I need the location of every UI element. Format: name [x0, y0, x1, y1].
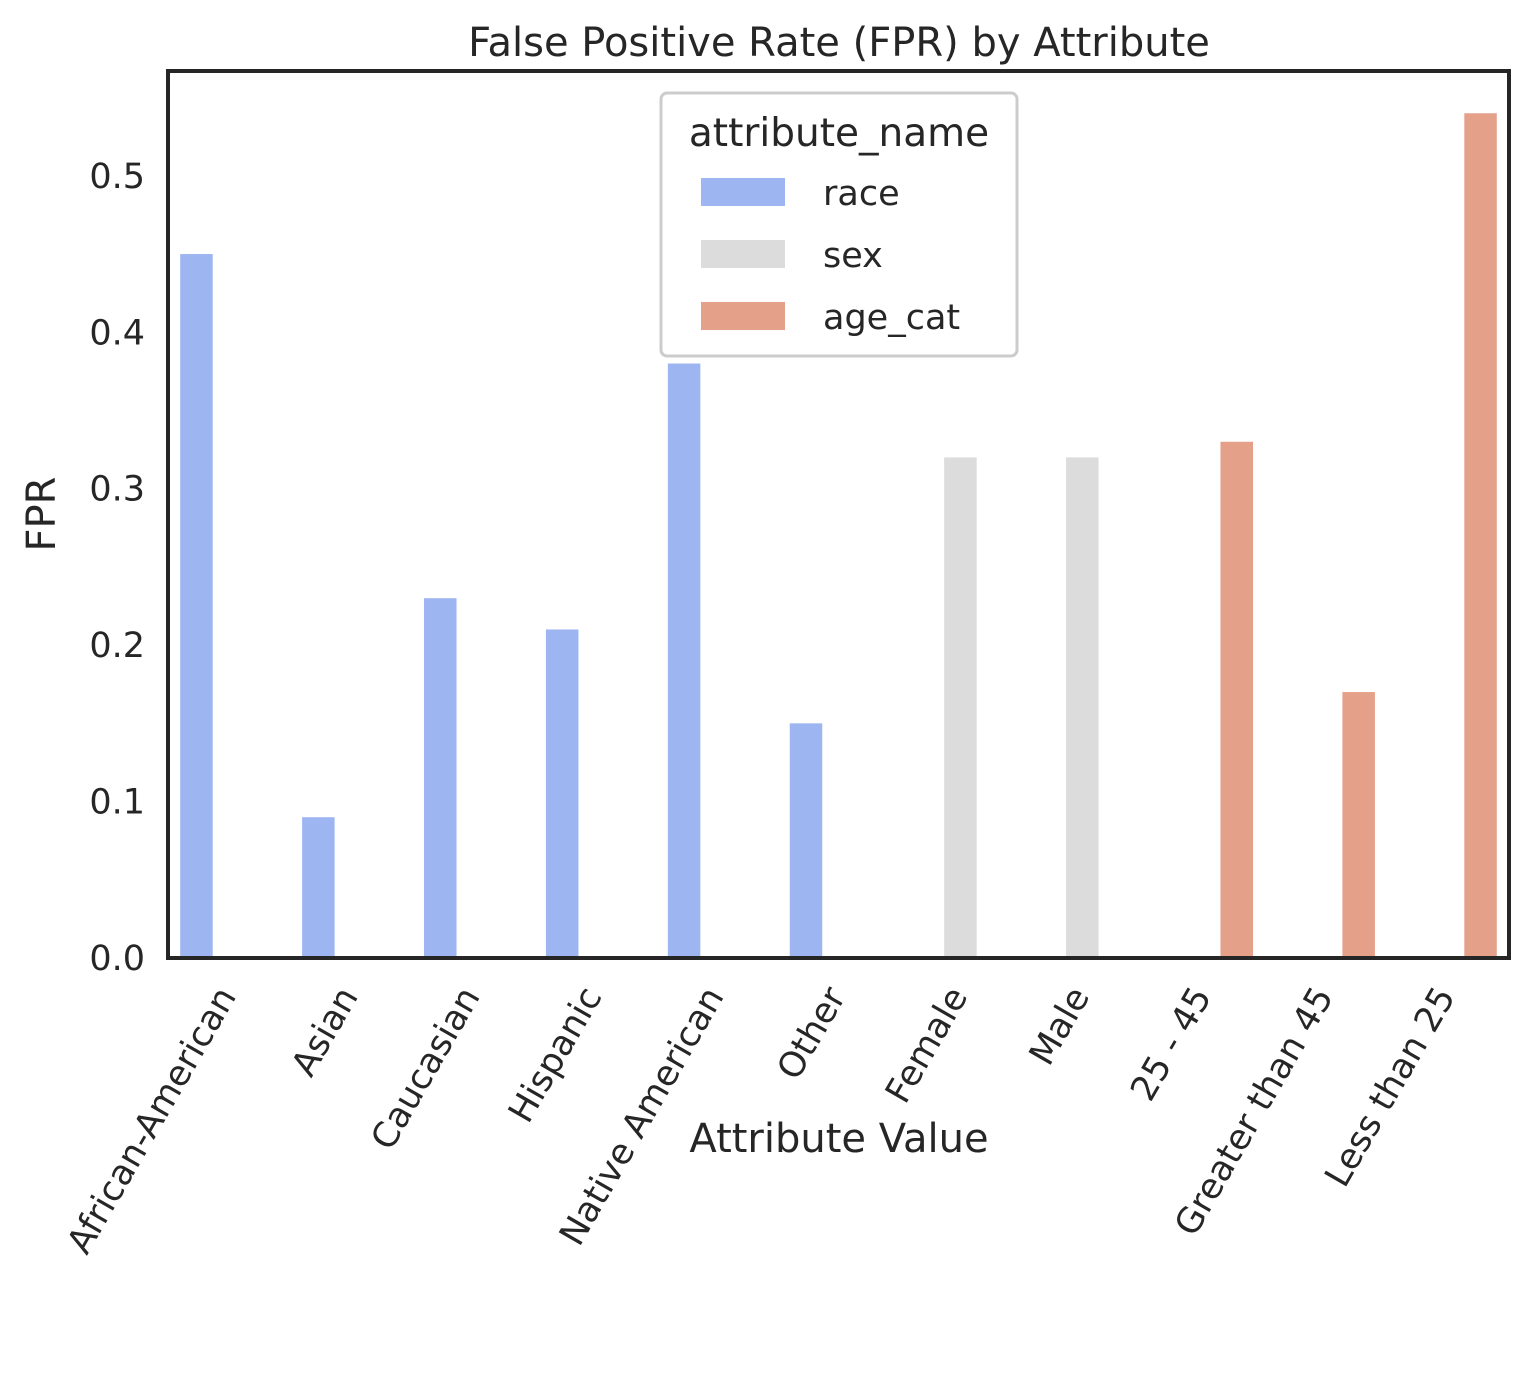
- bar-race-african-american: [180, 254, 213, 958]
- bar-age_cat-less-than-25: [1464, 113, 1497, 959]
- legend-box: [659, 91, 1019, 358]
- legend-items: race sex age_cat: [701, 174, 960, 338]
- chart-title: False Positive Rate (FPR) by Attribute: [468, 20, 1210, 66]
- x-tick-label: Hispanic: [501, 981, 610, 1130]
- bars-layer: [180, 113, 1497, 959]
- y-tick-label: 0.5: [89, 157, 145, 197]
- x-tick-label: Other: [770, 980, 855, 1087]
- bar-sex-male: [1066, 457, 1099, 958]
- legend-label-sex: sex: [823, 236, 883, 276]
- legend-swatch-age_cat: [701, 302, 785, 330]
- x-tick-label: African-American: [60, 981, 245, 1261]
- y-axis-label: FPR: [19, 477, 65, 552]
- y-tick-label: 0.2: [89, 626, 145, 666]
- x-tick-label: Female: [878, 981, 976, 1111]
- legend-title: attribute_name: [689, 111, 989, 156]
- bar-race-other: [789, 723, 823, 958]
- x-tick-label: Asian: [284, 981, 366, 1084]
- bar-race-native-american: [667, 363, 701, 958]
- bar-sex-female: [944, 457, 977, 958]
- y-axis-ticks: 0.0 0.1 0.2 0.3 0.4 0.5: [89, 157, 145, 979]
- x-tick-label: Less than 25: [1318, 981, 1464, 1194]
- y-tick-label: 0.4: [89, 313, 145, 353]
- x-tick-label: Caucasian: [364, 981, 489, 1157]
- legend-label-age_cat: age_cat: [823, 298, 960, 338]
- bar-age_cat-greater-than-45: [1342, 692, 1375, 958]
- y-tick-label: 0.1: [89, 783, 145, 823]
- legend-swatch-sex: [701, 240, 785, 268]
- x-tick-label: Male: [1022, 981, 1098, 1073]
- legend-label-race: race: [823, 174, 900, 214]
- plot-frame: [166, 69, 1511, 960]
- bar-race-asian: [302, 817, 335, 958]
- legend-swatch-race: [701, 178, 785, 206]
- y-tick-label: 0.0: [89, 939, 145, 979]
- x-tick-label: 25 - 45: [1123, 981, 1220, 1108]
- y-tick-label: 0.3: [89, 470, 145, 510]
- x-axis-label: Attribute Value: [689, 1116, 988, 1162]
- legend: attribute_name race sex age_cat: [659, 91, 1019, 358]
- bar-race-caucasian: [424, 598, 457, 958]
- bar-race-hispanic: [545, 629, 579, 958]
- bar-age_cat-25-45: [1220, 441, 1253, 958]
